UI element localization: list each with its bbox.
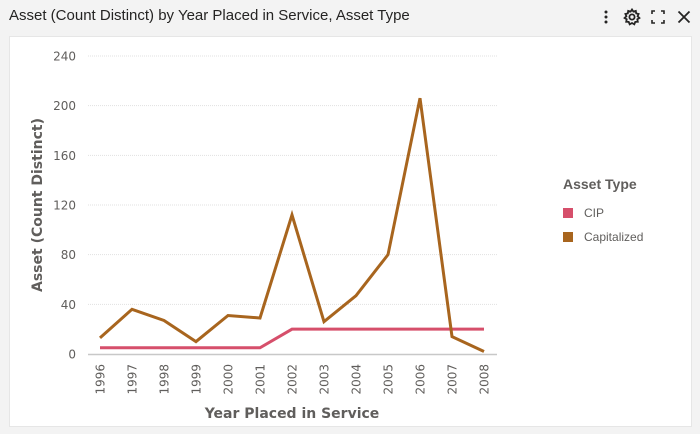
data-point-cip[interactable] — [128, 344, 136, 352]
data-point-capitalized[interactable] — [320, 318, 328, 326]
data-point-cip[interactable] — [480, 325, 488, 333]
legend-item-capitalized[interactable]: Capitalized — [563, 225, 643, 249]
data-point-cip[interactable] — [96, 344, 104, 352]
x-tick-label: 1997 — [126, 364, 140, 395]
data-point-cip[interactable] — [256, 344, 264, 352]
data-point-capitalized[interactable] — [96, 334, 104, 342]
data-point-capitalized[interactable] — [224, 312, 232, 320]
y-axis-title: Asset (Count Distinct) — [30, 118, 46, 292]
x-tick-label: 2005 — [382, 364, 396, 395]
y-tick-label: 40 — [61, 298, 76, 312]
legend-item-cip[interactable]: CIP — [563, 201, 643, 225]
y-tick-label: 80 — [61, 248, 76, 262]
legend: Asset Type CIP Capitalized — [553, 176, 643, 249]
y-tick-label: 120 — [53, 199, 76, 213]
x-tick-label: 2007 — [446, 364, 460, 395]
legend-title: Asset Type — [563, 176, 643, 192]
data-point-cip[interactable] — [160, 344, 168, 352]
data-point-cip[interactable] — [384, 325, 392, 333]
legend-swatch-cip — [563, 208, 573, 218]
gridlines — [88, 56, 497, 304]
legend-label-capitalized: Capitalized — [584, 230, 643, 244]
series-line-capitalized[interactable] — [100, 98, 484, 351]
data-point-capitalized[interactable] — [288, 211, 296, 219]
data-point-capitalized[interactable] — [480, 348, 488, 356]
x-axis-ticks: 1996 1997 1998 1999 2000 2001 2002 2003 2004 2005… — [94, 364, 492, 395]
x-tick-label: 2000 — [222, 364, 236, 395]
x-tick-label: 2002 — [286, 364, 300, 395]
data-point-cip[interactable] — [320, 325, 328, 333]
data-point-cip[interactable] — [352, 325, 360, 333]
x-tick-label: 2004 — [350, 364, 364, 395]
series-lines — [96, 94, 488, 355]
data-point-capitalized[interactable] — [160, 316, 168, 324]
x-tick-label: 2008 — [478, 364, 492, 395]
data-point-capitalized[interactable] — [128, 305, 136, 313]
data-point-capitalized[interactable] — [416, 94, 424, 102]
data-point-cip[interactable] — [224, 344, 232, 352]
x-tick-label: 2006 — [414, 364, 428, 395]
data-point-cip[interactable] — [288, 325, 296, 333]
x-tick-label: 1999 — [190, 364, 204, 395]
data-point-capitalized[interactable] — [352, 292, 360, 300]
legend-label-cip: CIP — [584, 206, 604, 220]
data-point-capitalized[interactable] — [384, 251, 392, 259]
data-point-cip[interactable] — [416, 325, 424, 333]
data-point-capitalized[interactable] — [192, 338, 200, 346]
y-tick-label: 240 — [53, 50, 76, 64]
x-tick-label: 1998 — [158, 364, 172, 395]
y-tick-label: 0 — [68, 348, 76, 362]
x-tick-label: 2003 — [318, 364, 332, 395]
y-tick-label: 200 — [53, 99, 76, 113]
legend-swatch-capitalized — [563, 232, 573, 242]
data-point-capitalized[interactable] — [256, 314, 264, 322]
x-tick-label: 1996 — [94, 364, 108, 395]
data-point-capitalized[interactable] — [448, 333, 456, 341]
y-tick-label: 160 — [53, 149, 76, 163]
y-axis-ticks: 0 40 80 120 160 200 240 — [53, 50, 76, 362]
x-axis-title: Year Placed in Service — [204, 406, 380, 422]
x-tick-label: 2001 — [254, 364, 268, 395]
